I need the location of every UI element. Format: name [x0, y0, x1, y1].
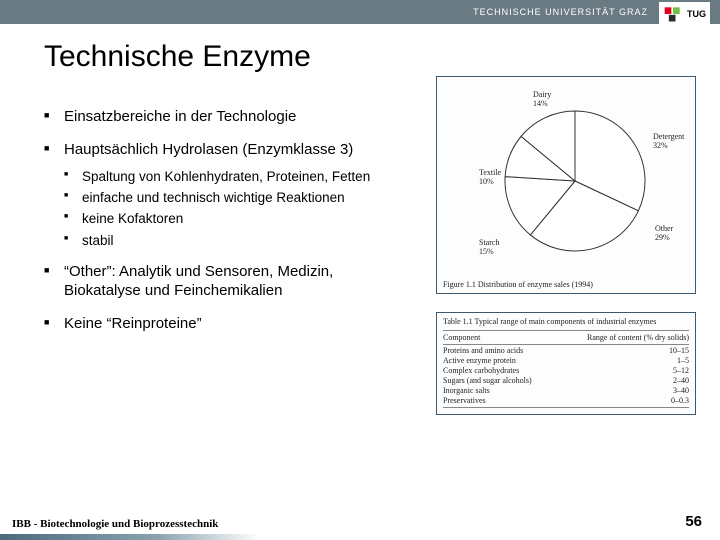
components-table: ComponentRange of content (% dry solids)…: [443, 330, 689, 408]
table-row: Complex carbohydrates5–12: [443, 365, 689, 375]
table-cell: 2–40: [557, 375, 689, 385]
table-header: Component: [443, 331, 557, 345]
bullet-text: Einsatzbereiche in der Technologie: [64, 108, 296, 125]
table-cell: Active enzyme protein: [443, 355, 557, 365]
bullet-item: Keine “Reinproteine”: [44, 315, 394, 334]
pie-slice-label: Other29%: [655, 225, 673, 243]
pie-slice-label: Textile10%: [479, 169, 501, 187]
table-cell: Preservatives: [443, 395, 557, 407]
table-row: Active enzyme protein1–5: [443, 355, 689, 365]
university-name: TECHNISCHE UNIVERSITÄT GRAZ: [473, 7, 648, 17]
sub-bullet-item: keine Kofaktoren: [64, 211, 394, 227]
table-row: Preservatives0–0.3: [443, 395, 689, 407]
table-header: Range of content (% dry solids): [557, 331, 689, 345]
sub-bullet-item: stabil: [64, 233, 394, 249]
table-row: Inorganic salts3–40: [443, 385, 689, 395]
sub-bullet-item: Spaltung von Kohlenhydraten, Proteinen, …: [64, 169, 394, 185]
bullet-text: “Other”: Analytik und Sensoren, Medizin,…: [64, 263, 333, 299]
top-bar: TECHNISCHE UNIVERSITÄT GRAZ: [0, 0, 720, 24]
table-row: Sugars (and sugar alcohols)2–40: [443, 375, 689, 385]
table-row: Proteins and amino acids10–15: [443, 345, 689, 356]
slide-title: Technische Enzyme: [44, 40, 311, 74]
bullet-content: Einsatzbereiche in der Technologie Haupts…: [44, 108, 394, 348]
pie-slice-label: Starch15%: [479, 239, 499, 257]
pie-figure: Detergent32% Other29% Starch15% Textile10% D…: [436, 76, 696, 294]
pie-slice-label: Detergent32%: [653, 133, 684, 151]
bullet-text: Keine “Reinproteine”: [64, 315, 202, 332]
bullet-item: Hauptsächlich Hydrolasen (Enzymklasse 3)…: [44, 141, 394, 250]
table-figure: Table 1.1 Typical range of main componen…: [436, 312, 696, 415]
table-cell: 0–0.3: [557, 395, 689, 407]
page-number: 56: [685, 513, 702, 530]
table-cell: 10–15: [557, 345, 689, 356]
table-cell: 5–12: [557, 365, 689, 375]
footer-left: IBB - Biotechnologie und Bioprozesstechn…: [12, 518, 218, 530]
bullet-item: Einsatzbereiche in der Technologie: [44, 108, 394, 127]
footer-accent-bar: [0, 534, 260, 540]
table-cell: Inorganic salts: [443, 385, 557, 395]
pie-chart: [437, 77, 697, 277]
tug-logo-icon: [663, 4, 683, 24]
pie-caption: Figure 1.1 Distribution of enzyme sales …: [443, 280, 593, 289]
table-cell: 1–5: [557, 355, 689, 365]
bullet-item: “Other”: Analytik und Sensoren, Medizin,…: [44, 263, 394, 301]
sub-bullet-item: einfache und technisch wichtige Reaktion…: [64, 190, 394, 206]
table-caption: Table 1.1 Typical range of main componen…: [443, 317, 689, 326]
table-cell: Proteins and amino acids: [443, 345, 557, 356]
tug-logo-label: TUG: [687, 9, 706, 19]
tug-logo: TUG: [659, 2, 710, 26]
table-cell: Sugars (and sugar alcohols): [443, 375, 557, 385]
table-cell: 3–40: [557, 385, 689, 395]
pie-slice-label: Dairy14%: [533, 91, 551, 109]
bullet-text: Hauptsächlich Hydrolasen (Enzymklasse 3): [64, 141, 353, 158]
table-cell: Complex carbohydrates: [443, 365, 557, 375]
